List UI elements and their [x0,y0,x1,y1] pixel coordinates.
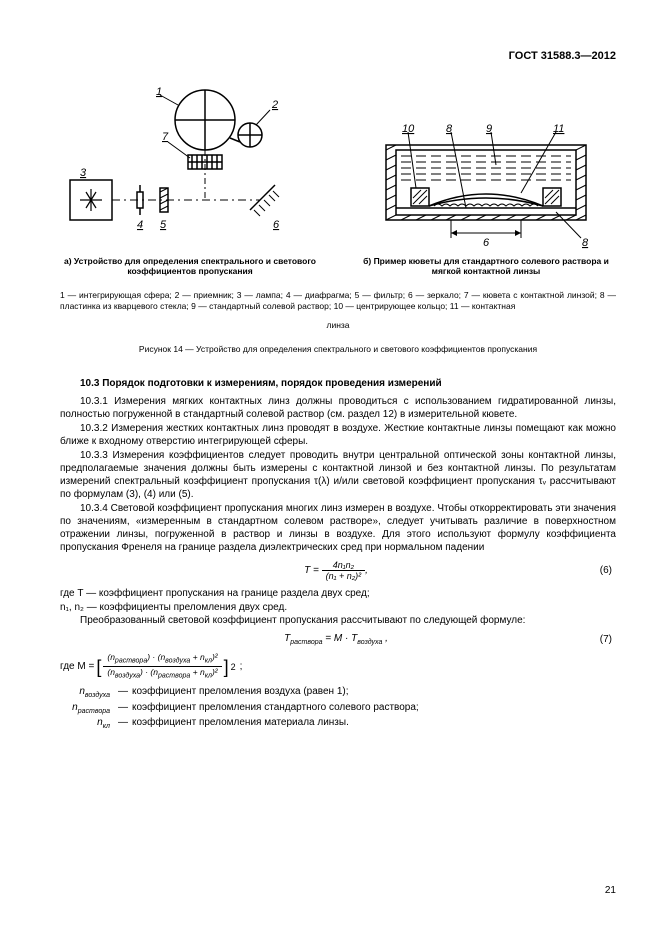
para-10-3-1: 10.3.1 Измерения мягких контактных линз … [60,395,616,421]
fig-b-label-8: 8 [446,123,453,135]
fig-b-label-9: 9 [486,123,492,135]
fig-a-label-1: 1 [156,86,162,98]
fig-a-label-7: 7 [162,131,169,143]
where-defs: nвоздуха — коэффициент преломления возду… [60,685,616,731]
formula-6-den: (n₁ + n₂)² [322,571,366,581]
def-2: коэффициент преломления стандартного сол… [132,701,419,716]
formula-6-num: 4n₁n₂ [322,560,366,571]
figure-legend: 1 — интегрирующая сфера; 2 — приемник; 3… [60,290,616,312]
page: ГОСТ 31588.3—2012 [0,0,661,936]
eqnum-7: (7) [388,634,616,645]
figure-b-svg: 10 8 9 11 6 8 [356,120,616,250]
fig-a-label-3: 3 [80,167,87,179]
fig-a-label-5: 5 [160,219,167,231]
fig-b-label-10: 10 [402,123,415,135]
para-10-3-4: 10.3.4 Световой коэффициент пропускания … [60,502,616,554]
figure-a-svg: 1 2 3 4 5 6 7 [60,80,320,250]
where-6-l2: n₁, n₂ — коэффициенты преломления двух с… [60,601,616,615]
page-number: 21 [605,885,616,896]
def-1: коэффициент преломления воздуха (равен 1… [132,685,349,700]
figure-title: Рисунок 14 — Устройство для определения … [60,344,616,354]
eqnum-6: (6) [368,565,616,576]
fig-a-label-6: 6 [273,219,280,231]
formula-6-lhs: T = [304,565,319,576]
where-6-after: Преобразованный световой коэффициент про… [60,614,616,627]
where-M-lead: где M = [60,660,94,674]
formula-7: Tраствора = M · Tвоздуха , [284,633,388,646]
fig-b-label-8b: 8 [582,237,589,249]
section-heading: 10.3 Порядок подготовки к измерениям, по… [60,378,616,389]
para-10-3-2: 10.3.2 Измерения жестких контактных линз… [60,422,616,448]
doc-header: ГОСТ 31588.3—2012 [60,50,616,62]
para-10-3-3: 10.3.3 Измерения коэффициентов следует п… [60,449,616,501]
fig-a-label-4: 4 [137,219,143,231]
caption-b: б) Пример кюветы для стандартного солево… [356,256,616,276]
def-3: коэффициент преломления материала линзы. [132,716,349,731]
figure-captions: а) Устройство для определения спектральн… [60,256,616,276]
where-6-intro: где T — коэффициент пропускания на грани… [60,587,616,601]
fig-b-label-11: 11 [553,123,564,135]
fig-a-label-2: 2 [271,99,278,111]
formula-6-row: T = 4n₁n₂ (n₁ + n₂)² , (6) [60,560,616,581]
figures-row: 1 2 3 4 5 6 7 [60,80,616,250]
where-M: где M = [ (nраствора) · (nвоздуха + nкл)… [60,652,616,681]
figure-legend-cont: линза [60,320,616,330]
fig-b-dim-6: 6 [483,237,490,249]
formula-6: T = 4n₁n₂ (n₁ + n₂)² , [304,560,368,581]
caption-a: а) Устройство для определения спектральн… [60,256,320,276]
formula-7-row: Tраствора = M · Tвоздуха , (7) [60,633,616,646]
